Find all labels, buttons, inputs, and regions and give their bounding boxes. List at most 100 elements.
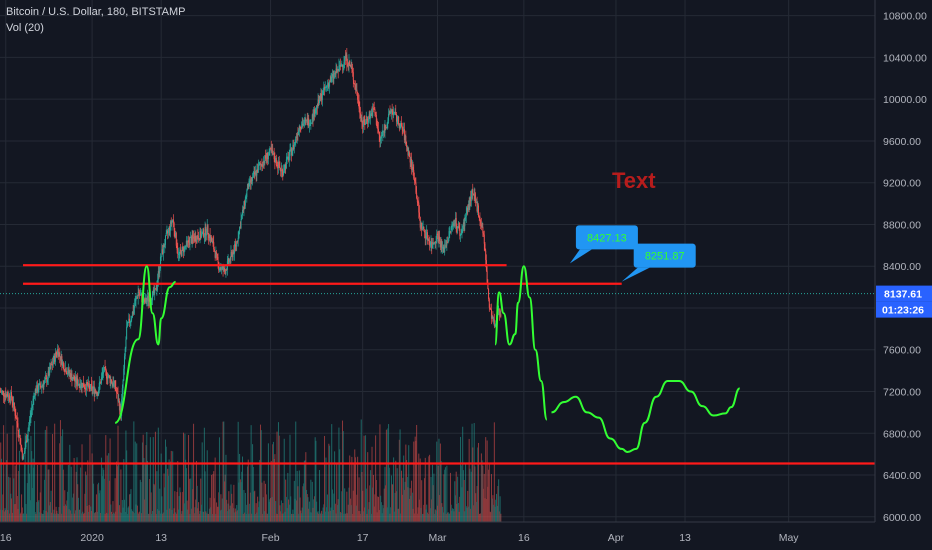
- candle-body: [472, 193, 474, 195]
- candle-body: [3, 391, 5, 397]
- volume-bar: [411, 480, 413, 522]
- volume-bar: [6, 433, 8, 522]
- candle-body: [259, 163, 261, 165]
- volume-bar: [136, 505, 138, 522]
- chart-legend: Bitcoin / U.S. Dollar, 180, BITSTAMP Vol…: [6, 4, 186, 36]
- volume-bar: [449, 472, 451, 522]
- volume-bar: [270, 460, 272, 522]
- volume-bar: [398, 508, 400, 522]
- volume-bar: [29, 500, 31, 522]
- volume-bar: [262, 497, 264, 522]
- candle-body: [46, 378, 48, 383]
- candle-body: [129, 321, 131, 324]
- volume-bar: [326, 494, 328, 522]
- candle-body: [276, 164, 278, 166]
- volume-bar: [179, 487, 181, 522]
- candle-body: [298, 125, 300, 131]
- volume-bar: [252, 444, 254, 522]
- candle-body: [132, 312, 134, 314]
- candle-body: [0, 391, 2, 393]
- candle-body: [147, 296, 149, 301]
- price-tick-label: 6400.00: [883, 470, 921, 482]
- volume-bar: [160, 453, 162, 522]
- candle-body: [375, 113, 377, 115]
- volume-bar: [98, 482, 100, 522]
- candle-body: [248, 180, 250, 189]
- volume-bar: [301, 513, 303, 522]
- candle-body: [174, 230, 176, 238]
- countdown-value: 01:23:26: [882, 305, 924, 317]
- candle-body: [26, 436, 28, 443]
- volume-bar: [320, 512, 322, 522]
- candle-body: [437, 233, 438, 235]
- volume-bar: [452, 508, 454, 522]
- candle-body: [251, 178, 253, 182]
- volume-bar: [116, 461, 118, 522]
- candle-body: [383, 130, 385, 133]
- candle-body: [110, 379, 112, 384]
- candle-body: [77, 378, 79, 386]
- candle-body: [129, 318, 131, 324]
- candle-body: [397, 116, 399, 122]
- candle-body: [59, 352, 61, 357]
- candle-body: [321, 95, 323, 101]
- candle-body: [421, 228, 423, 231]
- volume-bar: [54, 513, 56, 522]
- symbol-title[interactable]: Bitcoin / U.S. Dollar, 180, BITSTAMP: [6, 6, 186, 18]
- volume-bar: [429, 508, 431, 522]
- volume-bar: [194, 507, 196, 522]
- volume-bar: [95, 494, 97, 522]
- candle-body: [213, 242, 215, 250]
- volume-indicator-label[interactable]: Vol (20): [6, 22, 44, 34]
- candle-body: [249, 179, 251, 183]
- volume-bar: [429, 454, 431, 522]
- candle-body: [208, 234, 210, 238]
- price-callout: 8427.13: [569, 225, 638, 264]
- candle-body: [15, 415, 17, 419]
- candle-body: [218, 269, 220, 271]
- candle-body: [480, 220, 482, 224]
- volume-bar: [62, 469, 64, 522]
- candle-body: [144, 297, 146, 303]
- volume-bar: [218, 492, 220, 522]
- candle-body: [32, 398, 34, 405]
- volume-bar: [431, 464, 433, 522]
- candle-body: [194, 235, 196, 242]
- volume-bar: [317, 511, 319, 522]
- candle-body: [472, 189, 474, 194]
- volume-bar: [187, 509, 189, 522]
- volume-bar: [467, 506, 469, 522]
- candle-body: [403, 129, 405, 141]
- candle-body: [413, 170, 415, 179]
- candle-body: [412, 166, 414, 171]
- volume-bar: [52, 513, 54, 522]
- callout-pointer: [569, 249, 592, 264]
- volume-bar: [297, 486, 299, 522]
- candle-body: [62, 362, 64, 367]
- candle-body: [216, 253, 218, 257]
- candle-body: [293, 143, 295, 149]
- volume-bar: [43, 510, 45, 522]
- volume-bar: [486, 440, 488, 522]
- volume-bar: [120, 469, 122, 522]
- candle-body: [35, 389, 37, 394]
- volume-bar: [341, 491, 343, 522]
- candle-body: [261, 164, 263, 166]
- volume-bar: [318, 513, 320, 522]
- volume-bar: [165, 439, 167, 522]
- candle-body: [143, 299, 145, 303]
- candle-body: [307, 118, 309, 125]
- candle-body: [52, 364, 54, 366]
- volume-bar: [301, 507, 303, 522]
- volume-bar: [216, 506, 218, 522]
- candle-body: [333, 74, 335, 79]
- volume-bar: [123, 459, 125, 522]
- candle-body: [321, 93, 323, 101]
- candle-body: [31, 408, 33, 413]
- volume-bar: [102, 467, 104, 522]
- volume-bar: [25, 503, 27, 522]
- volume-bar: [478, 513, 480, 522]
- candle-body: [19, 435, 21, 445]
- candle-body: [255, 171, 257, 176]
